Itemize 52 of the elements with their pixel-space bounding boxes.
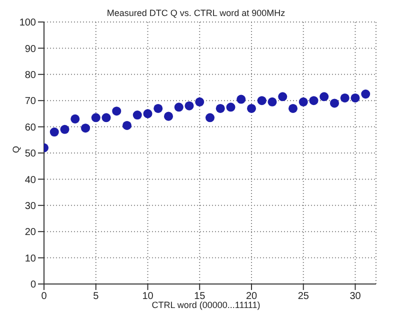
- point: [268, 97, 277, 106]
- point: [340, 93, 350, 102]
- x-axis-title: CTRL word (00000...11111): [152, 300, 260, 310]
- point: [330, 98, 340, 108]
- x-tick-label: 10: [142, 291, 154, 302]
- x-tick-label: 20: [246, 291, 258, 302]
- y-tick-label: 50: [24, 148, 36, 160]
- point: [320, 92, 329, 102]
- point: [309, 96, 318, 106]
- y-tick-label: 80: [24, 70, 36, 81]
- point: [112, 106, 122, 116]
- point: [350, 93, 360, 102]
- point: [164, 112, 174, 121]
- y-tick-label: 10: [24, 253, 36, 264]
- chart-title: Measured DTC Q vs. CTRL word at 900MHz: [106, 8, 286, 18]
- point: [143, 109, 152, 118]
- point: [226, 102, 236, 112]
- x-tick-label: 25: [298, 291, 310, 302]
- point: [91, 113, 100, 122]
- point: [361, 90, 370, 99]
- y-tick-label: 70: [24, 96, 36, 108]
- point: [195, 97, 204, 106]
- y-axis-title: Q: [11, 146, 22, 153]
- point: [298, 97, 308, 106]
- point: [174, 102, 184, 112]
- point: [257, 96, 266, 106]
- point: [184, 101, 194, 110]
- point: [246, 104, 256, 113]
- point: [236, 94, 246, 104]
- y-tick-label: 0: [30, 280, 36, 291]
- point: [102, 113, 111, 122]
- y-tick-label: 30: [24, 200, 36, 212]
- point: [205, 113, 215, 122]
- x-tick-label: 5: [93, 291, 100, 302]
- x-tick-label: 30: [350, 291, 362, 302]
- y-tick-label: 60: [24, 122, 36, 134]
- y-tick-label: 40: [24, 174, 36, 186]
- point: [132, 110, 142, 120]
- x-tick-label: 0: [41, 291, 48, 302]
- point: [70, 114, 80, 124]
- point: [50, 128, 59, 137]
- point: [288, 104, 298, 113]
- point: [278, 92, 288, 102]
- point: [154, 104, 163, 113]
- y-tick-label: 100: [19, 18, 36, 29]
- y-tick-label: 20: [24, 227, 36, 238]
- x-tick-label: 15: [194, 291, 206, 302]
- y-tick-label: 90: [24, 44, 36, 55]
- point: [122, 120, 132, 130]
- point: [80, 124, 90, 133]
- point: [60, 124, 70, 134]
- point: [216, 104, 225, 113]
